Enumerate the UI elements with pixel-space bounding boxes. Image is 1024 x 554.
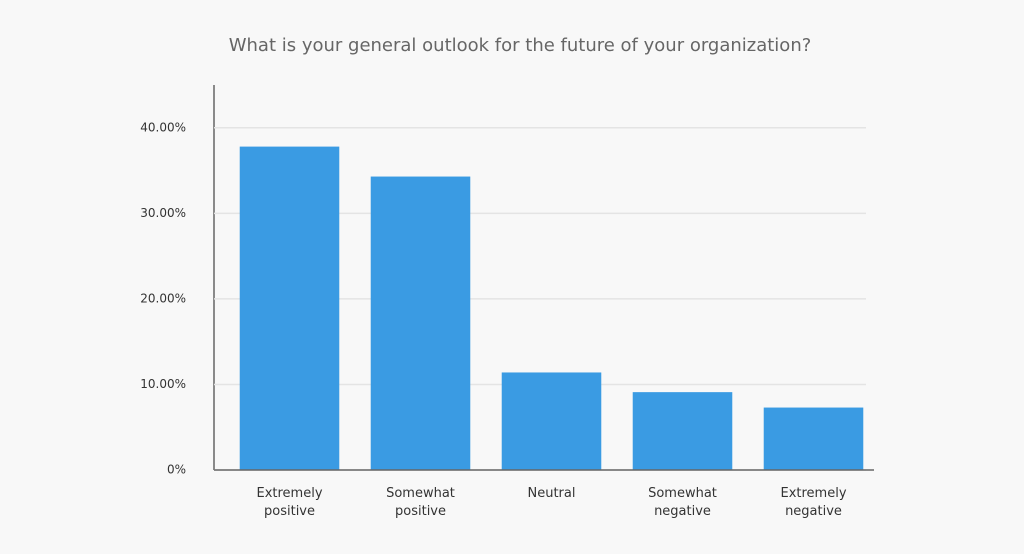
x-tick-label: Somewhat positive xyxy=(386,486,455,519)
bar xyxy=(239,146,340,470)
bar xyxy=(501,372,602,470)
chart-title: What is your general outlook for the fut… xyxy=(229,35,812,56)
bar xyxy=(370,176,471,471)
y-tick-label: 40.00% xyxy=(140,120,186,134)
bar xyxy=(632,392,733,470)
x-tick-label: Extremely positive xyxy=(256,486,323,519)
y-tick-label: 30.00% xyxy=(140,206,186,220)
y-tick-label: 10.00% xyxy=(140,377,186,391)
y-tick-label: 0% xyxy=(167,463,186,477)
x-tick-label: Somewhat negative xyxy=(648,486,717,519)
x-tick-label: Extremely negative xyxy=(780,486,847,519)
x-tick-label: Neutral xyxy=(527,486,576,501)
bar xyxy=(763,407,864,470)
y-tick-label: 20.00% xyxy=(140,291,186,305)
